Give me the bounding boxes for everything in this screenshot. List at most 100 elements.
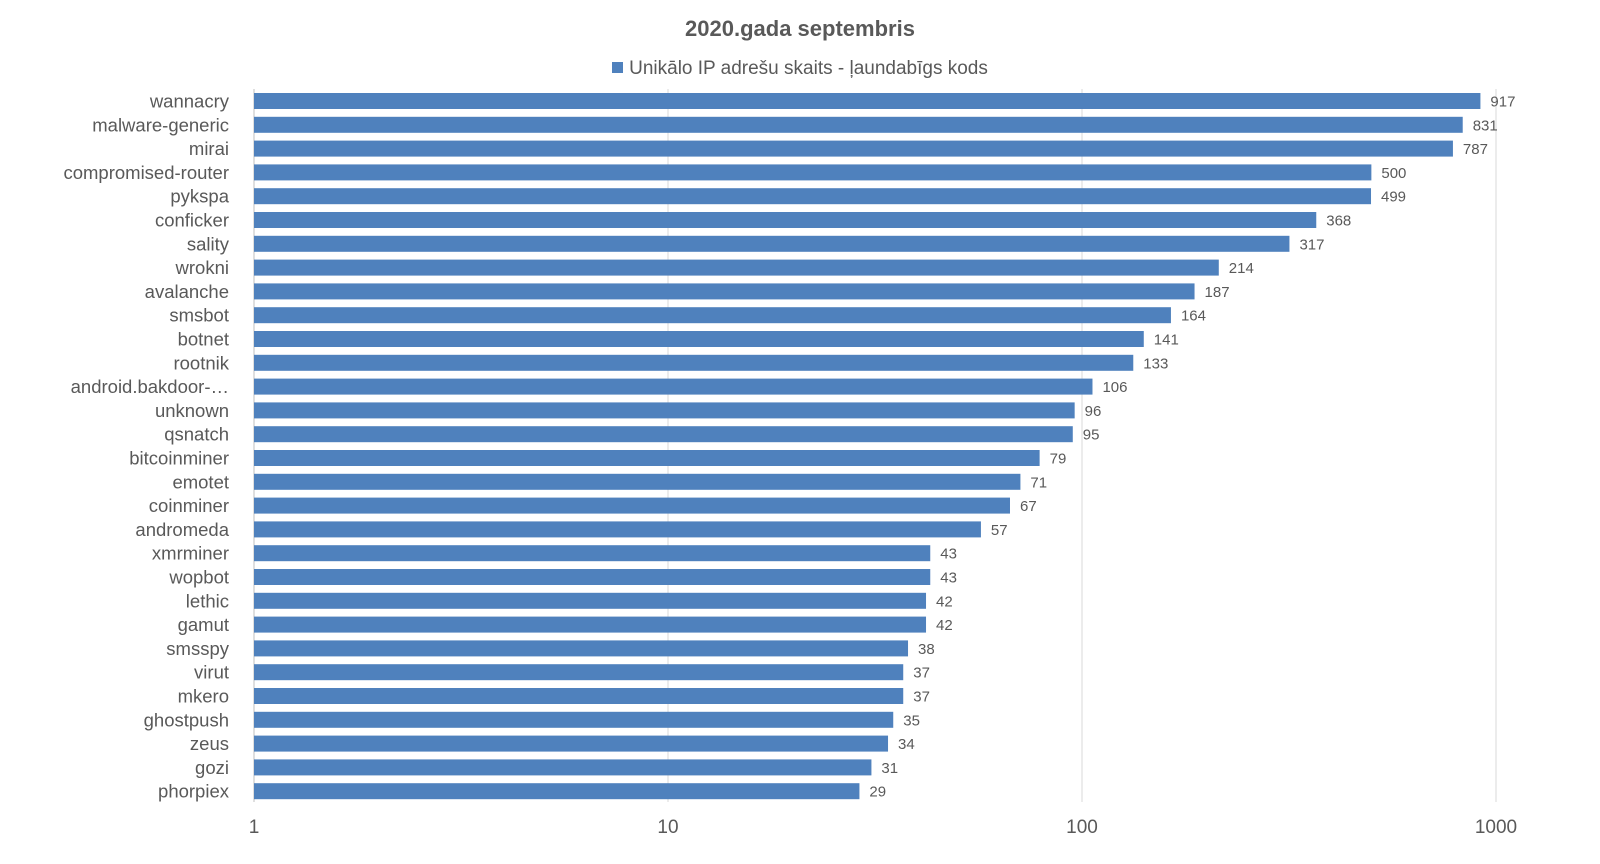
x-tick-label: 10 [657,817,678,838]
data-label: 42 [936,593,953,610]
data-label: 317 [1299,236,1324,253]
y-tick-label: ghostpush [144,709,229,730]
y-tick-label: android.bakdoor-… [71,376,229,397]
bar [254,473,1021,490]
bar [254,569,931,585]
y-tick-label: smsspy [166,638,229,659]
y-tick-label: conficker [155,210,229,231]
bar [254,688,904,704]
bar [254,450,1040,466]
data-label: 95 [1083,427,1100,444]
data-label: 29 [869,784,886,801]
bar [254,497,1010,514]
bar [254,140,1453,157]
bar [254,188,1372,205]
data-label: 43 [940,570,957,587]
bar [254,616,927,633]
y-tick-label: mkero [178,686,229,707]
legend-label: Unikālo IP adrešu skaits - ļaundabīgs ko… [629,58,988,79]
y-tick-label: wopbot [168,567,229,588]
y-tick-label: botnet [178,329,229,350]
data-label: 67 [1020,498,1037,515]
y-tick-label: rootnik [173,352,229,373]
y-tick-label: emotet [172,471,229,492]
y-tick-label: qsnatch [164,424,229,445]
data-label: 917 [1490,94,1515,111]
y-tick-label: phorpiex [158,781,230,802]
legend-swatch [612,62,624,73]
bar [254,164,1372,181]
bar [254,116,1463,133]
bar [254,545,931,562]
bar [254,331,1144,347]
y-tick-label: xmrminer [152,543,229,564]
bar [254,426,1073,443]
bar [254,783,860,800]
y-tick-label: virut [194,662,229,683]
data-label: 164 [1181,308,1206,325]
bar [254,640,909,657]
bar [254,283,1195,300]
y-tick-label: smsbot [169,305,229,326]
y-tick-label: coinminer [149,495,229,516]
y-tick-label: gozi [195,757,229,778]
x-tick-label: 100 [1066,817,1098,838]
data-label: 96 [1085,403,1102,420]
y-tick-label: pykspa [170,186,229,207]
data-label: 57 [991,522,1008,539]
bar [254,664,904,681]
y-tick-label: gamut [178,614,229,635]
x-tick-label: 1000 [1475,817,1517,838]
bar [254,735,889,752]
data-label: 187 [1205,284,1230,301]
data-label: 368 [1326,213,1351,230]
bar [254,212,1317,228]
data-label: 133 [1143,355,1168,372]
y-tick-label: compromised-router [63,162,229,183]
y-tick-label: sality [187,233,230,254]
bar [254,711,894,728]
data-label: 106 [1102,379,1127,396]
data-label: 35 [903,712,920,729]
data-label: 499 [1381,189,1406,206]
y-tick-label: lethic [186,590,229,611]
data-label: 34 [898,736,915,753]
bar [254,378,1093,395]
x-tick-label: 1 [249,817,260,838]
data-label: 831 [1473,117,1498,134]
bar [254,235,1290,252]
bar [254,354,1134,371]
data-label: 79 [1050,451,1067,468]
data-label: 787 [1463,141,1488,158]
y-tick-label: mirai [189,138,229,159]
y-tick-label: bitcoinminer [129,448,229,469]
bar [254,759,872,776]
bar [254,307,1171,324]
data-label: 31 [881,760,898,777]
y-tick-label: malware-generic [92,114,229,135]
data-label: 42 [936,617,953,634]
legend: Unikālo IP adrešu skaits - ļaundabīgs ko… [0,58,1600,80]
y-tick-label: andromeda [135,519,229,540]
y-tick-label: wannacry [149,91,230,112]
data-label: 38 [918,641,935,658]
y-tick-label: wrokni [175,257,229,278]
data-label: 43 [940,546,957,563]
data-label: 71 [1030,474,1047,491]
data-label: 141 [1154,332,1179,349]
data-label: 37 [913,689,930,706]
bar [254,592,927,609]
bar [254,521,981,538]
data-label: 500 [1381,165,1406,182]
bar [254,93,1481,109]
data-label: 214 [1229,260,1254,277]
y-tick-label: unknown [155,400,229,421]
bar [254,402,1075,419]
y-tick-label: zeus [190,733,229,754]
y-tick-label: avalanche [145,281,229,302]
chart-title: 2020.gada septembris [685,16,915,41]
bar [254,259,1219,276]
data-label: 37 [913,665,930,682]
